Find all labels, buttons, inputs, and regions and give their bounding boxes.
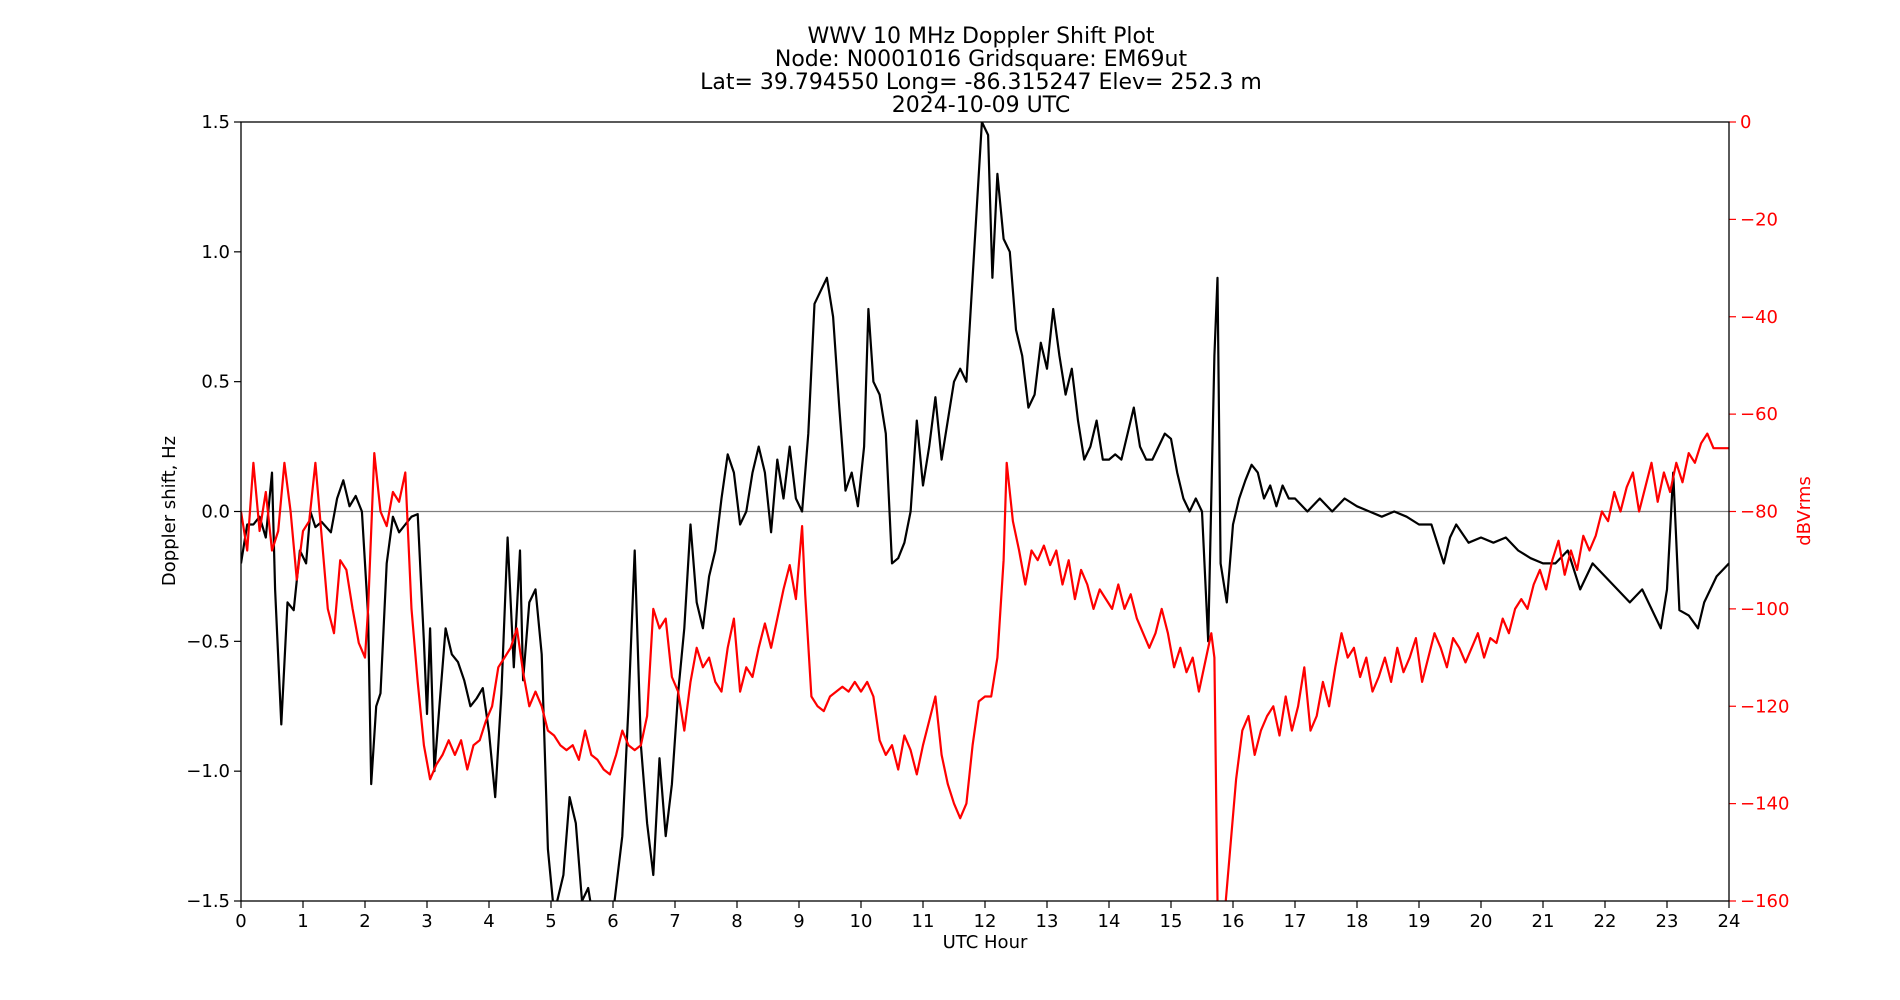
y2-tick-label: −20 [1740, 209, 1778, 230]
x-tick-label: 23 [1656, 911, 1679, 932]
tick-layer: 0 1 2 3 4 5 6 7 8 9 10 11 12 13 14 15 16 17 18 19 20 21 22 23 24… [186, 112, 1789, 932]
y2-tick-label: −100 [1740, 599, 1789, 620]
x-tick-label: 15 [1160, 911, 1183, 932]
x-tick-label: 19 [1408, 911, 1431, 932]
y-tick-label: −1.0 [186, 761, 230, 782]
plot-frame [240, 121, 1730, 902]
y2-tick-label: −60 [1740, 404, 1778, 425]
y-tick-label: 1.0 [201, 242, 230, 263]
x-tick-label: 16 [1222, 911, 1245, 932]
title-line-2: Node: N0001016 Gridsquare: EM69ut [775, 47, 1188, 72]
x-tick-label: 2 [359, 911, 370, 932]
y2-tick-label: −120 [1740, 696, 1789, 717]
x-tick-label: 10 [850, 911, 873, 932]
x-tick-label: 18 [1346, 911, 1369, 932]
x-tick-label: 20 [1470, 911, 1493, 932]
y2-tick-label: −160 [1740, 891, 1789, 912]
x-tick-label: 11 [912, 911, 935, 932]
x-tick-label: 9 [793, 911, 804, 932]
y2-tick-label: −40 [1740, 307, 1778, 328]
y2-tick-label: 0 [1740, 112, 1751, 133]
title-line-1: WWV 10 MHz Doppler Shift Plot [807, 24, 1154, 49]
chart-title: WWV 10 MHz Doppler Shift Plot Node: N000… [700, 24, 1262, 118]
x-tick-label: 7 [669, 911, 680, 932]
x-tick-label: 24 [1718, 911, 1741, 932]
y-tick-label: 0.5 [201, 372, 230, 393]
x-tick-label: 8 [731, 911, 742, 932]
y2-axis-label: dBVrms [1794, 476, 1815, 546]
x-tick-label: 3 [421, 911, 432, 932]
title-line-4: 2024-10-09 UTC [892, 93, 1070, 118]
doppler-series-line [241, 122, 1729, 901]
power-series-line [241, 432, 1729, 901]
x-tick-label: 0 [235, 911, 246, 932]
x-tick-label: 4 [483, 911, 494, 932]
y-axis-label: Doppler shift, Hz [159, 436, 180, 586]
x-tick-label: 6 [607, 911, 618, 932]
x-tick-label: 17 [1284, 911, 1307, 932]
x-tick-label: 5 [545, 911, 556, 932]
y-tick-label: 0.0 [201, 502, 230, 523]
x-axis-label: UTC Hour [943, 932, 1028, 953]
y2-tick-label: −140 [1740, 794, 1789, 815]
x-tick-label: 22 [1594, 911, 1617, 932]
y2-tick-label: −80 [1740, 502, 1778, 523]
plot-area [241, 122, 1729, 901]
y-tick-label: 1.5 [201, 112, 230, 133]
x-tick-label: 12 [974, 911, 997, 932]
y-tick-label: −0.5 [186, 631, 230, 652]
x-tick-label: 1 [297, 911, 308, 932]
title-line-3: Lat= 39.794550 Long= -86.315247 Elev= 25… [700, 70, 1262, 95]
x-tick-label: 14 [1098, 911, 1121, 932]
x-tick-label: 21 [1532, 911, 1555, 932]
y-tick-label: −1.5 [186, 891, 230, 912]
x-tick-label: 13 [1036, 911, 1059, 932]
